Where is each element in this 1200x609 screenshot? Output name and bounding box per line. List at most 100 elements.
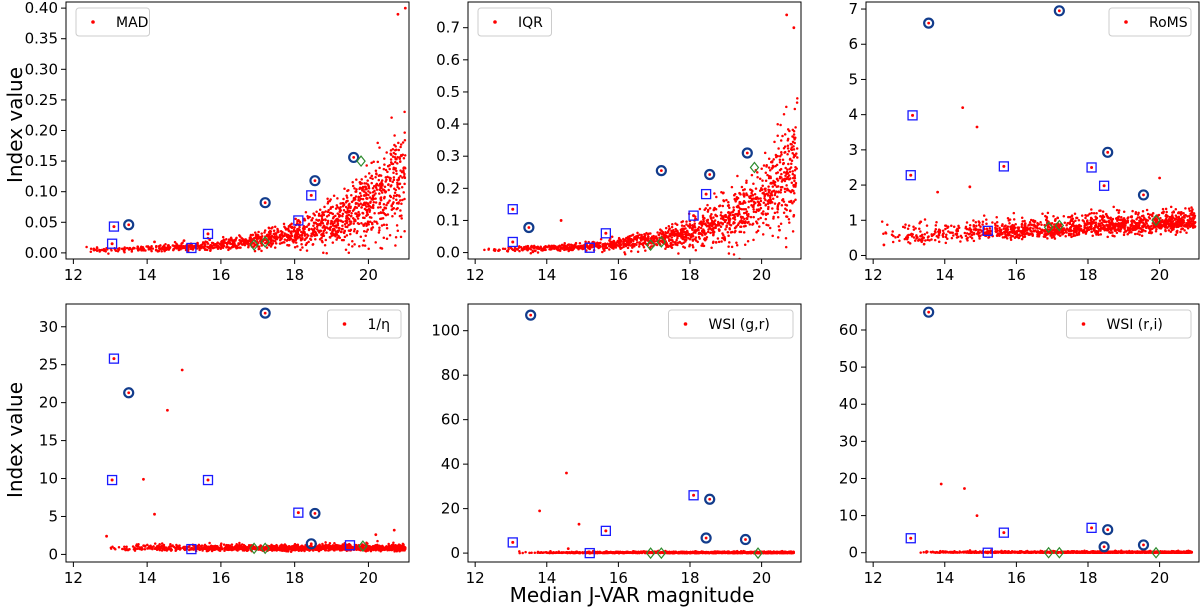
- data-point: [1064, 228, 1067, 232]
- circle-marker: [523, 221, 535, 234]
- data-point: [1010, 234, 1013, 237]
- data-point: [1169, 205, 1173, 209]
- data-point: [715, 195, 718, 199]
- data-point: [229, 236, 233, 239]
- data-point: [791, 172, 795, 176]
- data-point: [1070, 235, 1073, 239]
- data-point: [982, 214, 986, 217]
- data-point: [1013, 231, 1016, 235]
- data-point: [966, 239, 969, 242]
- data-point: [1111, 234, 1115, 238]
- data-point: [341, 224, 344, 228]
- data-point: [257, 245, 261, 248]
- data-point: [1017, 227, 1020, 231]
- data-point: [243, 240, 247, 243]
- data-point: [325, 231, 328, 234]
- data-point: [631, 233, 635, 237]
- data-point: [1132, 228, 1135, 231]
- data-point: [1185, 231, 1188, 235]
- data-point: [919, 230, 922, 233]
- data-point: [1141, 225, 1145, 229]
- data-point: [1107, 226, 1110, 230]
- data-point: [95, 249, 99, 252]
- data-point: [361, 188, 364, 191]
- data-point: [938, 231, 942, 234]
- data-point: [367, 247, 370, 250]
- data-point: [1142, 218, 1145, 222]
- data-point: [310, 234, 313, 238]
- data-point: [302, 226, 305, 229]
- data-point: [209, 243, 212, 247]
- data-point: [346, 199, 349, 203]
- data-point: [1162, 210, 1165, 213]
- data-point: [979, 234, 982, 237]
- data-point: [764, 204, 767, 207]
- diamond-marker: [260, 235, 270, 248]
- data-point: [314, 238, 317, 241]
- data-point: [950, 236, 954, 240]
- data-point: [674, 222, 677, 225]
- data-point: [946, 225, 950, 229]
- circle-marker-center: [1057, 9, 1061, 13]
- data-point: [1043, 230, 1046, 233]
- data-point: [395, 169, 398, 173]
- outlier-point: [785, 13, 789, 17]
- data-point: [610, 242, 613, 246]
- circle-marker-center: [527, 226, 531, 229]
- data-point: [392, 194, 396, 197]
- data-point: [1109, 218, 1112, 221]
- data-point: [721, 216, 725, 220]
- data-point: [1081, 219, 1085, 222]
- data-point: [246, 239, 250, 243]
- data-point: [289, 223, 292, 227]
- data-point: [783, 133, 787, 136]
- data-point: [355, 206, 359, 209]
- data-point: [721, 204, 725, 208]
- data-point: [374, 192, 377, 195]
- data-point: [942, 231, 945, 235]
- data-point: [646, 237, 649, 240]
- data-point: [1121, 222, 1124, 225]
- data-point: [566, 243, 570, 247]
- data-point: [1041, 228, 1044, 232]
- data-point: [225, 238, 228, 241]
- data-point: [723, 235, 726, 239]
- data-point: [945, 233, 948, 237]
- data-point: [371, 186, 375, 190]
- data-point: [1156, 224, 1159, 228]
- data-point: [776, 210, 779, 214]
- data-point: [273, 246, 277, 249]
- data-point: [747, 220, 750, 224]
- data-point: [363, 244, 367, 247]
- data-point: [1063, 221, 1067, 224]
- data-point: [527, 247, 531, 250]
- data-point: [1020, 216, 1024, 219]
- data-point: [753, 192, 757, 196]
- data-point: [630, 249, 633, 253]
- data-point: [1122, 233, 1126, 237]
- data-point: [1078, 229, 1082, 232]
- data-point: [762, 210, 765, 213]
- data-point: [726, 230, 730, 234]
- data-point: [773, 140, 776, 144]
- data-point: [1115, 222, 1119, 226]
- data-point: [380, 189, 383, 192]
- data-point: [497, 248, 501, 252]
- data-point: [795, 101, 799, 104]
- data-point: [891, 230, 894, 233]
- data-point: [399, 209, 402, 212]
- data-point: [296, 237, 299, 240]
- data-point: [1017, 236, 1020, 240]
- data-point: [1077, 232, 1081, 236]
- data-point: [1124, 224, 1127, 228]
- data-point: [772, 179, 775, 183]
- square-marker: [507, 236, 518, 248]
- data-point: [973, 232, 976, 236]
- data-point: [234, 244, 237, 247]
- data-point: [915, 237, 918, 240]
- data-point: [353, 198, 357, 201]
- data-point: [947, 230, 950, 233]
- y-tick-label: 0.3: [436, 147, 460, 165]
- data-point: [337, 226, 341, 230]
- data-point: [693, 229, 697, 232]
